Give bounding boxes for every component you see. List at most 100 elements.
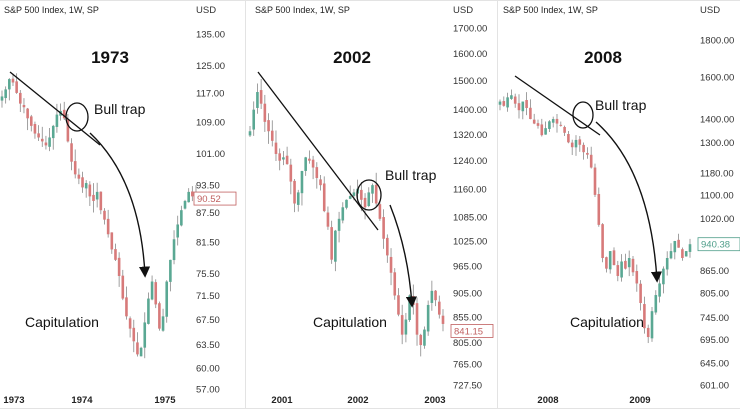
chart-header: S&P 500 Index, 1W, SP <box>255 5 350 15</box>
x-tick-label: 1973 <box>3 395 24 406</box>
candle-body <box>540 124 544 136</box>
x-tick-label: 2002 <box>347 395 368 406</box>
candle-body <box>176 224 179 238</box>
candle-body <box>158 303 161 329</box>
chart-title: 2002 <box>333 48 371 67</box>
candle-body <box>169 259 172 282</box>
candle-body <box>681 249 684 259</box>
y-tick-label: 63.50 <box>196 340 220 351</box>
last-price-label: 841.15 <box>454 326 483 337</box>
candle-body <box>631 258 635 273</box>
candle-body <box>601 224 604 259</box>
candle-body <box>259 90 263 104</box>
candle-body <box>33 124 37 134</box>
candle-body <box>191 191 194 197</box>
y-tick-label: 745.00 <box>700 313 729 324</box>
candle-body <box>285 155 289 165</box>
candle-body <box>248 131 252 136</box>
bull-trap-circle <box>356 179 382 211</box>
last-price-label: 940.38 <box>701 240 730 251</box>
candle-body <box>300 171 304 194</box>
candle-body <box>110 232 114 250</box>
candle-body <box>567 134 570 143</box>
candle-body <box>55 114 59 127</box>
candle-body <box>378 204 382 219</box>
candle-body <box>22 105 26 108</box>
candle-body <box>374 184 378 204</box>
candle-body <box>639 283 642 304</box>
candle-body <box>532 119 536 124</box>
y-tick-label: 965.00 <box>453 262 482 273</box>
candle-body <box>582 144 585 153</box>
candle-body <box>393 272 397 296</box>
x-tick-label: 2001 <box>271 395 293 406</box>
candle-body <box>635 271 639 284</box>
currency-label: USD <box>700 5 720 16</box>
y-tick-label: 57.00 <box>196 385 220 396</box>
candle-body <box>341 207 345 221</box>
candle-body <box>263 103 267 122</box>
y-tick-label: 67.50 <box>196 315 220 326</box>
candle-body <box>498 101 502 105</box>
candle-body <box>322 183 326 212</box>
candle-body <box>143 322 147 348</box>
y-tick-label: 1025.00 <box>453 236 487 247</box>
y-tick-label: 865.00 <box>700 266 729 277</box>
candle-body <box>278 153 281 161</box>
candle-body <box>88 184 92 197</box>
candle-body <box>529 107 532 120</box>
y-tick-label: 81.50 <box>196 237 220 248</box>
candle-body <box>517 103 521 111</box>
candle-body <box>103 210 106 220</box>
candle-body <box>345 199 348 208</box>
trend-line <box>9 71 101 146</box>
candle-body <box>650 311 654 339</box>
candle-body <box>548 121 551 129</box>
candle-body <box>677 239 680 248</box>
y-tick-label: 1240.00 <box>453 156 487 167</box>
candle-body <box>386 237 389 256</box>
candle-body <box>397 295 400 315</box>
candle-body <box>51 125 55 139</box>
candle-body <box>73 161 77 175</box>
trend-line <box>257 71 379 231</box>
y-tick-label: 1500.00 <box>453 76 487 87</box>
candle-body <box>270 130 274 141</box>
y-tick-label: 905.00 <box>453 289 482 300</box>
candle-body <box>4 89 7 99</box>
candle-body <box>608 251 612 270</box>
candle-body <box>252 109 256 130</box>
candle-body <box>117 257 121 277</box>
y-tick-label: 1160.00 <box>453 184 487 195</box>
candle-body <box>389 256 393 273</box>
candle-body <box>125 297 128 317</box>
y-tick-label: 93.50 <box>196 181 220 192</box>
candle-body <box>121 275 125 299</box>
currency-label: USD <box>453 5 473 16</box>
y-tick-label: 805.00 <box>700 289 729 300</box>
candle-body <box>578 139 582 145</box>
candle-body <box>70 143 73 162</box>
candle-body <box>662 268 665 285</box>
candle-body <box>510 95 513 99</box>
candle-body <box>84 183 88 189</box>
y-tick-label: 727.50 <box>453 381 482 392</box>
y-tick-label: 695.00 <box>700 335 729 346</box>
candle-body <box>430 290 434 303</box>
candle-body <box>114 249 117 260</box>
candle-body <box>19 92 22 104</box>
candle-body <box>593 167 597 195</box>
candle-body <box>441 315 445 324</box>
candle-body <box>688 244 692 252</box>
y-tick-label: 645.00 <box>700 358 729 369</box>
y-tick-label: 1800.00 <box>700 36 734 47</box>
candle-body <box>404 319 408 335</box>
x-tick-label: 2003 <box>424 395 445 406</box>
candle-body <box>62 109 66 119</box>
y-tick-label: 1400.00 <box>453 105 487 116</box>
candle-body <box>673 240 677 253</box>
candle-body <box>419 334 423 346</box>
candle-body <box>8 79 11 90</box>
candle-body <box>434 290 437 301</box>
